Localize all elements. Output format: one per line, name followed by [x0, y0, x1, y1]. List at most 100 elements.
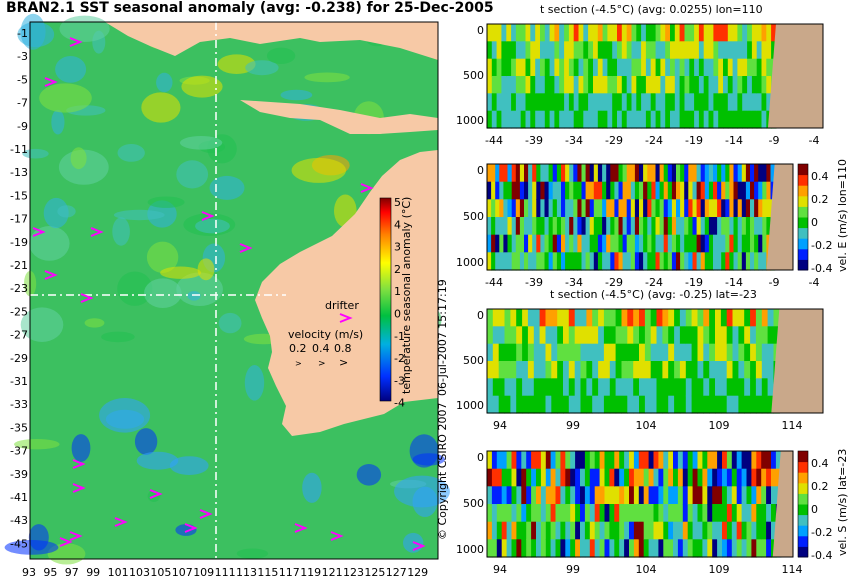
section-cell [766, 24, 772, 42]
section-cell [727, 41, 734, 60]
section-cell [732, 326, 739, 345]
section-cell [691, 343, 698, 362]
section-cell [511, 504, 517, 523]
section-cell [503, 217, 509, 236]
section-cell [627, 343, 634, 362]
section-cell [614, 199, 620, 218]
section-cell [696, 181, 702, 200]
section-cell [725, 217, 730, 236]
section-cell [602, 234, 607, 253]
section-cell [742, 41, 748, 60]
section-cell [515, 24, 522, 42]
section-cell [648, 504, 655, 523]
map-anomaly-patch [134, 428, 158, 455]
section-cell [504, 395, 511, 414]
section-cell [545, 378, 552, 397]
section-cell [713, 234, 718, 253]
section-cell [492, 395, 500, 414]
section-land [771, 309, 823, 413]
section-cell [496, 521, 503, 540]
section-cell [592, 326, 599, 345]
section-cell [520, 110, 527, 129]
section-cell [525, 110, 531, 129]
section-cell [674, 58, 681, 77]
map-y-tick: -37 [10, 445, 28, 458]
section-cell [647, 252, 652, 271]
section-cell [540, 504, 547, 523]
section-cell [703, 361, 710, 379]
section-y-tick: 0 [477, 309, 484, 322]
section-cell [545, 539, 552, 558]
section-cell [674, 326, 681, 345]
section-cell [697, 361, 704, 379]
map-x-tick: 93 [22, 566, 36, 579]
section-cell [751, 468, 757, 487]
section-cell [487, 451, 493, 470]
section-cell [506, 58, 512, 77]
section-cell [588, 58, 594, 77]
section-cell [721, 181, 726, 200]
section-cell [556, 217, 562, 236]
section-cell [574, 361, 582, 379]
section-cell [766, 468, 772, 487]
section-cell [521, 451, 527, 470]
section-cell [656, 378, 663, 397]
section-cell [727, 58, 734, 77]
map-y-tick: -23 [10, 282, 28, 295]
velocity-arrow-1: > [295, 359, 302, 368]
section-cell [526, 521, 532, 540]
section-cell [717, 468, 723, 487]
section-cell [563, 326, 570, 345]
section-cell [633, 361, 640, 379]
section-cell [665, 58, 671, 77]
section-cell [560, 486, 566, 505]
section-cell [756, 76, 763, 94]
section-cell [499, 181, 504, 200]
section-cell [593, 24, 599, 42]
section-cell [643, 539, 650, 558]
section-cell [663, 217, 669, 236]
section-cell [729, 164, 735, 183]
section-cell [621, 309, 628, 327]
section-cell [520, 58, 527, 77]
section-cell [773, 309, 780, 327]
section-cell [536, 199, 541, 218]
section-cell [671, 252, 677, 271]
section-cell [673, 504, 679, 523]
section-cell [544, 58, 551, 77]
map-anomaly-patch [14, 439, 60, 450]
map-anomaly-patch [176, 160, 209, 189]
section-cell [665, 41, 671, 60]
section-cell [568, 58, 575, 77]
section-cell [583, 41, 589, 60]
section-cell [702, 486, 708, 505]
section-cell [560, 521, 566, 540]
map-x-tick: 127 [386, 566, 407, 579]
section-cell [627, 326, 634, 345]
section-cell [629, 521, 635, 540]
section-cell [738, 395, 745, 414]
section-cell [568, 395, 576, 414]
section-cell [713, 164, 718, 183]
section-cell [707, 468, 713, 487]
section-cell [636, 110, 642, 129]
section-cell [708, 181, 714, 200]
section-cell [643, 181, 648, 200]
section-cell [653, 539, 659, 558]
section-cell [602, 181, 607, 200]
section-cell [594, 521, 601, 540]
section-cell [721, 164, 726, 183]
section-cell [499, 199, 504, 218]
section-colorbar-band [798, 227, 808, 239]
section-cell [737, 252, 743, 271]
section-cell [609, 486, 615, 505]
map-anomaly-patch [101, 331, 135, 343]
section-cell [531, 504, 537, 523]
section-cell [679, 326, 687, 345]
copyright-text: © Copyright CSIRO 2007 [436, 403, 449, 540]
section-cell [650, 395, 658, 414]
section-cell [708, 252, 714, 271]
section-cell [577, 217, 583, 236]
section-cell [564, 110, 570, 129]
